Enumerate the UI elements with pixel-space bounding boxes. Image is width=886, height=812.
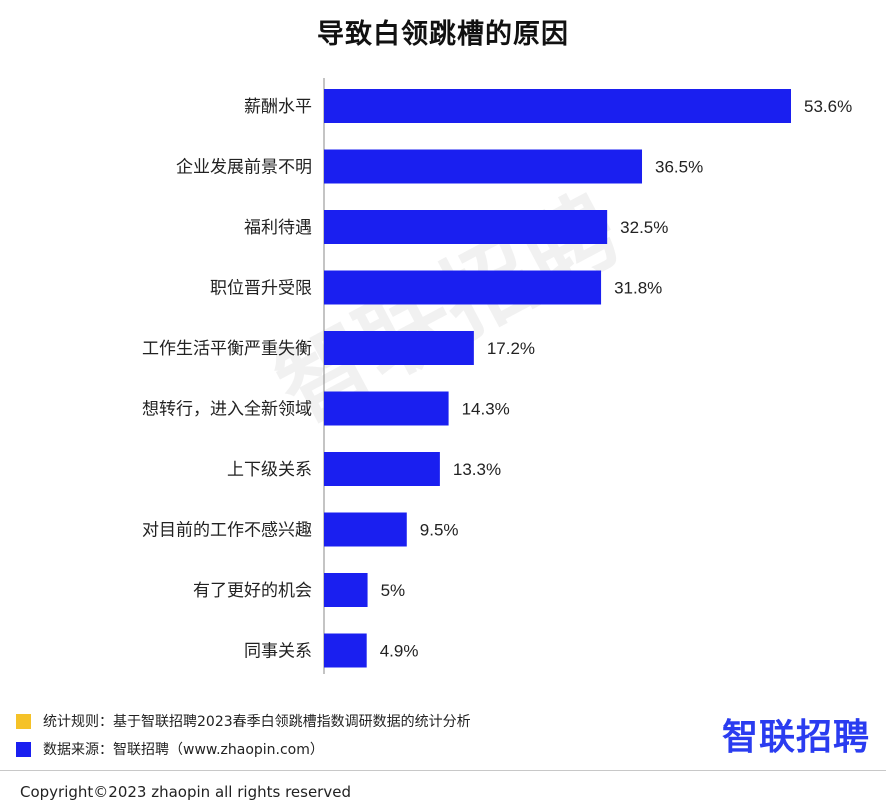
category-label: 有了更好的机会 [193,581,312,601]
bar [324,270,602,305]
value-label: 13.3% [453,460,501,479]
category-label: 上下级关系 [227,460,312,480]
value-label: 9.5% [420,521,459,540]
copyright-text: Copyright©2023 zhaopin all rights reserv… [20,783,351,801]
legend-swatch-blue [16,741,31,757]
value-label: 31.8% [614,279,662,298]
bar [324,573,368,607]
bar [324,512,407,547]
legend-text-rule: 统计规则：基于智联招聘2023春季白领跳槽指数调研数据的统计分析 [43,714,471,730]
value-label: 14.3% [462,400,510,419]
category-label: 对目前的工作不感兴趣 [142,521,312,541]
bar [324,149,643,184]
bar [324,89,791,123]
bar [324,391,449,426]
legend-text-source: 数据来源：智联招聘（www.zhaopin.com） [43,742,324,758]
value-label: 32.5% [620,218,668,237]
legend-item-rule: 统计规则：基于智联招聘2023春季白领跳槽指数调研数据的统计分析 [16,711,471,731]
category-label: 薪酬水平 [244,97,312,117]
footer-divider [0,770,886,771]
zhaopin-logo: 智联招聘 [722,717,871,758]
category-label: 职位晋升受限 [210,279,312,299]
category-label: 想转行，进入全新领域 [142,400,312,420]
value-label: 53.6% [804,97,852,116]
category-label: 工作生活平衡严重失衡 [142,339,312,359]
value-label: 4.9% [380,642,419,661]
category-label: 同事关系 [244,642,312,662]
chart-title: 导致白领跳槽的原因 [317,19,569,50]
value-label: 5% [381,581,406,600]
bar [324,633,367,668]
legend-item-source: 数据来源：智联招聘（www.zhaopin.com） [16,739,324,759]
category-label: 企业发展前景不明 [176,158,312,178]
legend-swatch-yellow [16,713,31,729]
value-label: 17.2% [487,339,535,358]
bar [324,210,608,244]
bar-chart: 薪酬水平 53.6% 企业发展前景不明 36.5% 福利待遇 32.5% 职位晋升受限 31.… [142,78,852,674]
bar [324,331,474,365]
bar [324,452,440,486]
category-label: 福利待遇 [244,218,312,238]
value-label: 36.5% [655,158,703,177]
